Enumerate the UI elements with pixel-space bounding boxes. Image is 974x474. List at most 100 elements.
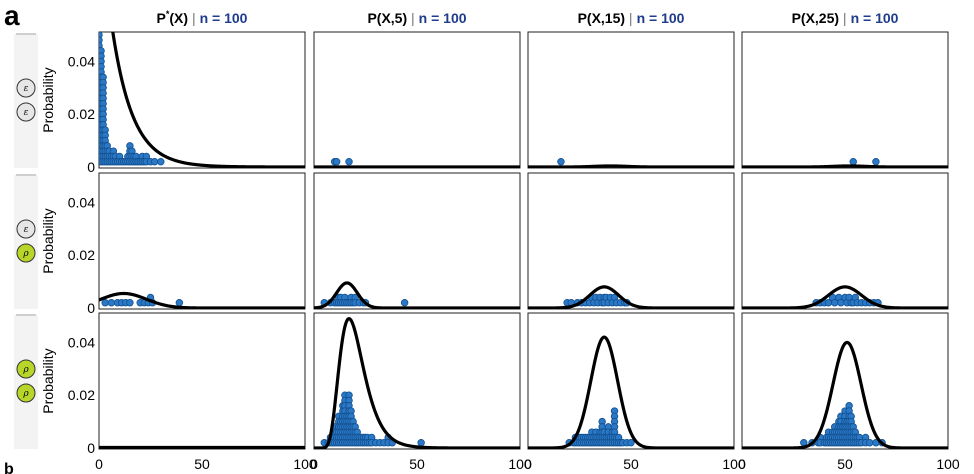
column-title-separator: | [843,10,847,26]
sample-point [101,299,109,307]
model-curve [742,285,948,309]
sample-point [849,158,857,166]
panel-frame [527,31,735,169]
sample-point [557,158,565,166]
column-title: P(X,5) | n = 100 [367,10,466,26]
sample-point [126,299,134,307]
plot-panel [98,312,306,450]
icon-glyph: ρ [22,365,29,375]
model-curve [742,164,948,168]
sample-point [150,158,159,166]
y-tick-label: 0 [87,159,95,175]
x-tick-label: 0 [738,456,746,472]
model-curve [742,340,948,449]
column-title-function: P(X,15) [578,10,629,26]
model-curve [528,335,734,449]
y-tick-label: 0 [87,300,95,316]
sample-point [627,439,635,447]
x-tick-label: 0 [95,456,103,472]
model-curve [314,317,520,449]
panel-frame [313,172,521,310]
plot-panel [98,172,306,310]
y-tick-label: 0.02 [68,106,95,122]
column-title-argument: (X) [169,10,192,26]
rho-state-icon: ρ [16,243,36,263]
plot-panel [527,312,735,450]
x-tick-label: 50 [194,456,210,472]
x-tick-label: 50 [409,456,425,472]
sample-point [99,36,103,44]
y-axis-title: Probability [40,208,56,273]
panel-letter: a [4,0,20,31]
plot-panel [741,172,949,310]
column-title: P*(X) | n = 100 [157,9,248,26]
x-tick-label: 100 [936,456,960,472]
plot-panel [527,172,735,310]
column-title-sample-size: n = 100 [200,10,248,26]
sample-point [157,158,165,166]
column-title-separator: | [629,10,633,26]
sample-point [332,158,341,166]
plot-panel [98,31,306,169]
x-tick-label: 50 [837,456,853,472]
sample-point [345,158,353,166]
column-title-function: P [157,10,166,26]
x-tick-label: 0 [310,456,318,472]
plot-panels [98,31,949,450]
y-tick-label: 0.04 [68,53,95,69]
icon-glyph: ρ [22,389,29,399]
column-title-function: P(X,25) [792,10,843,26]
row-condition-bar [14,34,38,168]
y-tick-label: 0 [87,440,95,456]
stray-panel-letter: b [4,461,14,474]
x-tick-label: 100 [722,456,746,472]
model-curve [314,281,520,309]
epsilon-state-icon: ε [16,78,36,98]
column-title-function: P(X,5) [367,10,411,26]
plot-panel [527,31,735,169]
sample-point [872,158,880,166]
column-title-separator: | [411,10,415,26]
column-title-sample-size: n = 100 [851,10,899,26]
plot-panel [313,31,521,169]
panel-frame [741,31,949,169]
sample-point [417,439,425,447]
panel-frame [527,312,735,450]
y-tick-label: 0.02 [68,387,95,403]
x-tick-label: 100 [508,456,532,472]
y-tick-label: 0.04 [68,194,95,210]
panel-frame [313,31,521,169]
column-title: P(X,25) | n = 100 [792,10,899,26]
x-tick-label: 50 [623,456,639,472]
column-title-sample-size: n = 100 [637,10,685,26]
row-icon-bars: ε ε ε ρ ρ ρ [14,33,38,449]
model-curve [111,32,305,168]
column-title-superscript: * [166,9,170,19]
icon-glyph: ε [24,84,29,94]
icon-glyph: ε [24,108,29,118]
column-title: P(X,15) | n = 100 [578,10,685,26]
panel-frame [741,312,949,450]
plot-panel [741,312,949,450]
model-curve [528,285,734,309]
panel-frame [741,172,949,310]
sample-point [400,299,409,307]
model-curve [99,291,305,309]
x-tick-label: 0 [524,456,532,472]
sample-point [866,439,874,447]
row-condition-bar [14,315,38,449]
row-condition-bar [14,175,38,309]
sample-point [175,299,184,307]
x-tick-label: 100 [293,456,317,472]
model-curve [528,164,734,168]
plot-panel [313,312,521,450]
column-title-separator: | [192,10,196,26]
y-axis-title: Probability [40,67,56,132]
panel-frame [98,312,306,450]
y-tick-label: 0.02 [68,247,95,263]
panel-frame [527,172,735,310]
plot-panel [313,172,521,310]
plot-panel [741,31,949,169]
panel-frame [313,312,521,450]
